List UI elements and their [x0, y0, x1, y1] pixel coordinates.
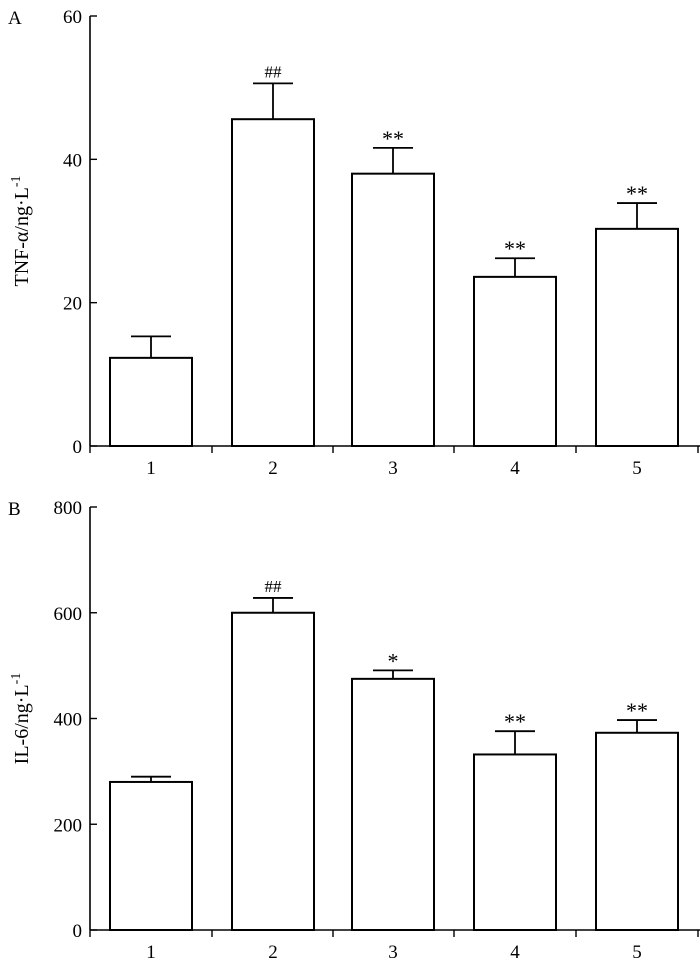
x-tick-label: 5: [632, 942, 642, 961]
significance-marker: ##: [265, 577, 283, 596]
y-tick-label: 0: [73, 437, 83, 458]
y-axis-title-main: IL-6/ng·L: [11, 684, 33, 764]
y-tick-label: 800: [54, 498, 83, 519]
panel-a: A 0 20 40 60 1 2 3 4 5 ## ** ** ** TNF-α/ng·L-1: [8, 7, 700, 479]
bar: [351, 677, 435, 931]
bar: [595, 227, 679, 447]
panel-label: B: [8, 499, 21, 520]
significance-marker: *: [388, 648, 399, 673]
y-axis-title: TNF-α/ng·L-1: [9, 175, 33, 286]
bar: [473, 275, 557, 447]
y-tick-label: 40: [63, 150, 82, 171]
x-tick-label: 2: [268, 458, 278, 479]
y-tick-label: 0: [73, 921, 83, 942]
x-tick-label: 2: [268, 942, 278, 961]
y-tick-label: 400: [54, 710, 83, 731]
significance-marker: **: [504, 709, 526, 734]
y-axis-title-superscript: -1: [9, 673, 24, 685]
bar: [595, 731, 679, 931]
bar: [473, 753, 557, 932]
significance-marker: **: [626, 698, 648, 723]
bar: [231, 118, 315, 447]
y-tick-label: 200: [54, 815, 83, 836]
significance-marker: **: [504, 236, 526, 261]
x-tick-label: 5: [632, 458, 642, 479]
x-tick-label: 4: [510, 458, 520, 479]
y-axis-title-main: TNF-α/ng·L: [11, 187, 33, 286]
x-tick-label: 3: [388, 458, 398, 479]
x-tick-label: 1: [146, 458, 156, 479]
significance-marker: ##: [265, 62, 283, 81]
significance-marker: **: [382, 126, 404, 151]
bar: [231, 611, 315, 931]
y-tick-label: 20: [63, 294, 82, 315]
x-tick-label: 1: [146, 942, 156, 961]
x-tick-label: 3: [388, 942, 398, 961]
y-tick-label: 60: [63, 7, 82, 28]
y-axis-title: IL-6/ng·L-1: [9, 673, 33, 765]
significance-marker: **: [626, 181, 648, 206]
panel-label: A: [8, 8, 22, 29]
bar: [109, 780, 193, 932]
bar: [351, 172, 435, 448]
y-tick-label: 600: [54, 604, 83, 625]
x-tick-label: 4: [510, 942, 520, 961]
y-axis-title-superscript: -1: [9, 175, 24, 187]
bar: [109, 356, 193, 448]
